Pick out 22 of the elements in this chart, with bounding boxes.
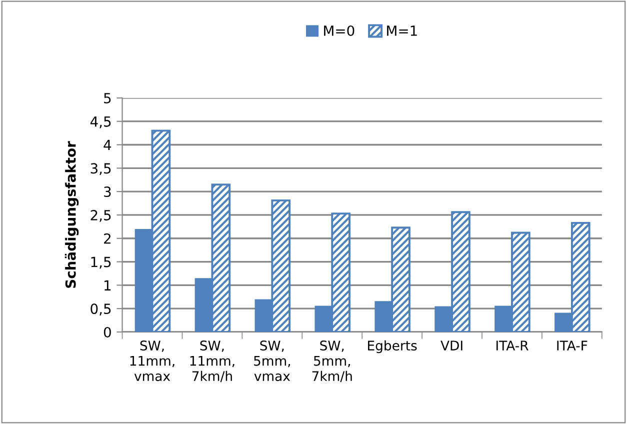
x-tick-label: SW, 11mm, vmax — [130, 340, 174, 382]
y-tick-label: 2 — [104, 233, 110, 244]
y-tick-label: 0 — [104, 326, 111, 338]
x-tick-label: SW, 5mm, vmax — [254, 340, 290, 382]
y-tick-label: 4,5 — [90, 116, 111, 128]
x-tick-label: ITA-R — [496, 340, 528, 350]
x-tick-label: VDI — [440, 340, 462, 350]
y-tick-label: 2,5 — [90, 210, 111, 222]
y-tick-label: 4 — [104, 140, 112, 150]
x-tick-label: SW, 11mm, 7km/h — [190, 340, 234, 382]
y-axis-title: Schädigungsfaktor — [64, 141, 79, 288]
legend-label: M=1 — [387, 26, 417, 36]
x-tick-label: ITA-F — [557, 340, 588, 350]
x-tick-label: SW, 5mm, 7km/h — [312, 340, 352, 382]
y-tick-label: 5 — [104, 93, 111, 104]
x-tick-label: Egberts — [368, 340, 417, 354]
y-tick-label: 3,5 — [90, 163, 111, 176]
y-tick-label: 1,5 — [91, 256, 111, 269]
y-tick-label: 0,5 — [90, 304, 111, 316]
y-tick-label: 3 — [104, 186, 111, 198]
legend-label: M=0 — [324, 25, 354, 36]
y-tick-label: 1 — [104, 280, 111, 290]
